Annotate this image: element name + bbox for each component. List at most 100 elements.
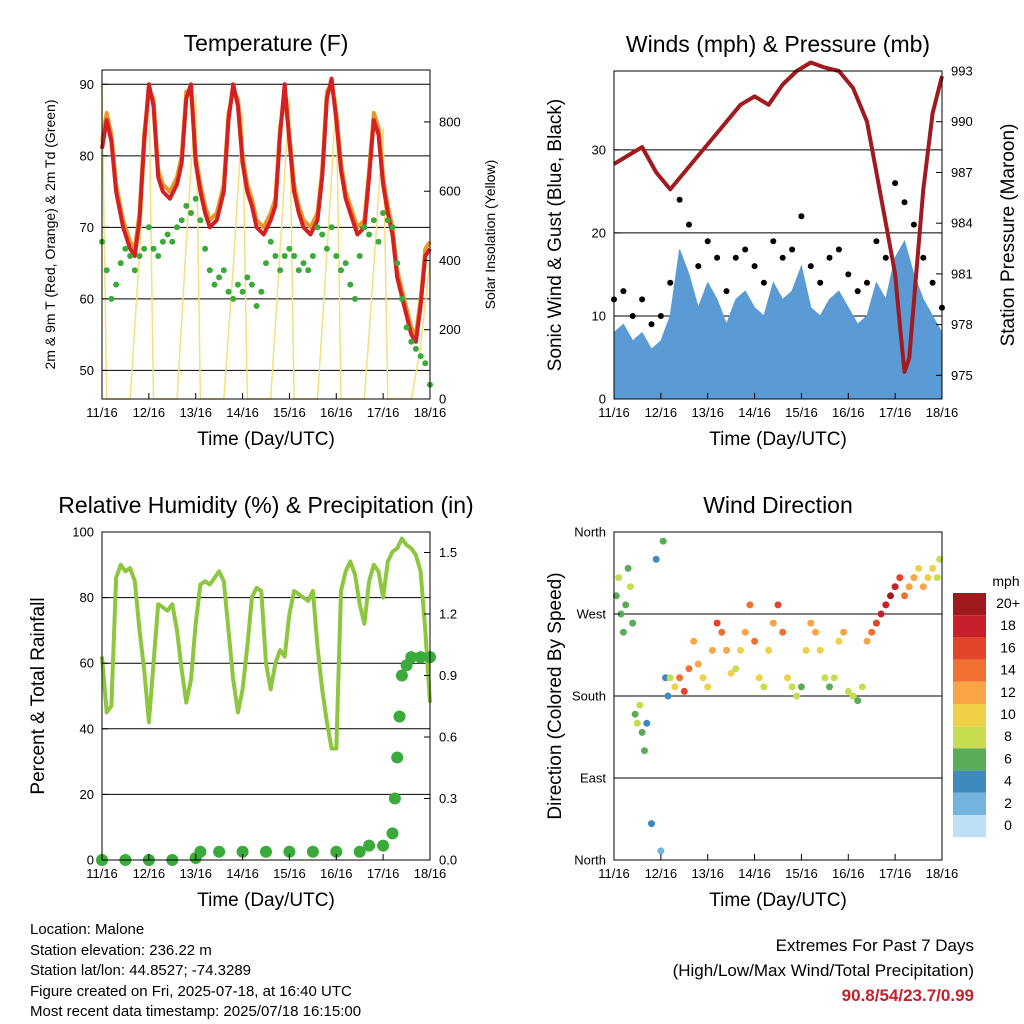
humidity-xtick-label: 12/16 — [133, 866, 166, 881]
humidity-series-point — [236, 845, 249, 858]
temperature-xtick-label: 11/16 — [86, 405, 118, 420]
direction-scatter-point — [933, 574, 941, 582]
direction-scatter-point — [807, 619, 815, 627]
humidity-xtick-label: 18/16 — [414, 866, 447, 881]
direction-xtick-label: 11/16 — [598, 866, 630, 881]
winds-xtick-label: 15/16 — [785, 405, 818, 420]
humidity-series-point — [306, 845, 319, 858]
temperature-series-point — [150, 245, 157, 252]
direction-scatter-point — [699, 674, 707, 682]
humidity-y2tick-label: 1.5 — [439, 545, 457, 560]
temperature-series-point — [352, 295, 358, 302]
temperature-series-point — [277, 267, 284, 274]
temperature-ylabel: 2m & 9m T (Red, Orange) & 2m Td (Green) — [42, 100, 58, 370]
temperature-xtick-label: 17/16 — [367, 405, 400, 420]
temperature-series-point — [258, 288, 265, 295]
winds-series-point — [620, 288, 627, 295]
temperature-series-point — [356, 253, 363, 259]
direction-scatter-point — [936, 555, 944, 563]
winds-xtick-label: 14/16 — [738, 405, 771, 420]
winds-series-point — [770, 238, 777, 245]
humidity-xtick-label: 13/16 — [179, 866, 212, 881]
humidity-series-point — [391, 751, 404, 764]
temperature-series-line-2 — [100, 76, 432, 344]
extremes-subtitle: (High/Low/Max Wind/Total Precipitation) — [672, 961, 974, 980]
direction-ytick-label: South — [572, 689, 606, 704]
direction-ytick-label: West — [577, 607, 607, 622]
direction-scatter-point — [629, 619, 637, 627]
direction-scatter-point — [723, 646, 730, 654]
legend-label: 14 — [1000, 662, 1016, 678]
humidity-y2tick-label: 0.0 — [439, 853, 457, 868]
direction-scatter-point — [659, 537, 667, 545]
direction-scatter-point — [617, 610, 625, 618]
legend-label: 2 — [1004, 795, 1012, 811]
humidity-series-point — [363, 839, 376, 852]
humidity-y2tick-label: 0.3 — [439, 791, 457, 806]
winds-series-point — [676, 196, 683, 203]
temperature-series-point — [108, 295, 115, 302]
direction-scatter-point — [901, 592, 908, 600]
temperature-series-point — [403, 324, 410, 331]
legend-swatch — [953, 681, 986, 704]
direction-scatter-point — [619, 628, 627, 636]
direction-scatter-point — [732, 665, 740, 673]
legend-title: mph — [992, 573, 1019, 589]
humidity-xtick-label: 15/16 — [273, 866, 306, 881]
direction-xtick-label: 14/16 — [738, 866, 771, 881]
temperature-y2tick-label: 200 — [439, 322, 461, 337]
direction-scatter-point — [816, 646, 824, 654]
direction-scatter-point — [622, 601, 630, 609]
humidity-series-point — [377, 839, 390, 852]
direction-scatter-point — [783, 674, 791, 682]
humidity-series-point — [213, 845, 226, 858]
humidity-series-point — [393, 710, 406, 723]
direction-xtick-label: 18/16 — [926, 866, 959, 881]
legend-label: 8 — [1004, 728, 1012, 744]
direction-scatter-point — [737, 646, 744, 654]
winds-ytick-label: 20 — [592, 225, 606, 240]
legend-label: 20+ — [996, 595, 1020, 611]
winds-series-point — [910, 221, 917, 228]
temperature-series-point — [338, 267, 344, 274]
winds-series-point — [695, 263, 702, 270]
direction-scatter-point — [891, 583, 899, 591]
winds-series-point — [723, 288, 730, 295]
temperature-xtick-label: 15/16 — [273, 405, 306, 420]
legend-swatch — [953, 726, 986, 749]
humidity-ytick-label: 40 — [80, 721, 94, 736]
temperature-series-point — [375, 238, 382, 245]
temperature-series-point — [183, 202, 190, 209]
legend-swatch — [953, 748, 986, 771]
temperature-series-point — [206, 267, 213, 274]
winds-series-point — [798, 213, 805, 220]
winds-xtick-label: 11/16 — [598, 405, 630, 420]
direction-scatter-point — [657, 847, 665, 855]
temperature-series-point — [244, 274, 251, 281]
direction-scatter-point — [631, 710, 639, 718]
direction-xlabel: Time (Day/UTC) — [709, 890, 847, 911]
temperature-series-point — [267, 238, 274, 245]
humidity-series-point — [386, 827, 399, 840]
winds-series-point — [639, 296, 646, 303]
direction-scatter-point — [905, 583, 913, 591]
winds-xtick-label: 18/16 — [926, 405, 959, 420]
direction-scatter-point — [919, 583, 927, 591]
humidity-title: Relative Humidity (%) & Precipitation (i… — [58, 492, 473, 518]
winds-series-point — [892, 180, 899, 187]
humidity-series-line-0 — [100, 536, 432, 751]
legend-label: 6 — [1004, 750, 1012, 766]
temperature-ytick-label: 50 — [80, 363, 94, 378]
direction-scatter-point — [760, 683, 768, 691]
temperature-series-point — [394, 260, 401, 267]
winds-series-point — [835, 246, 842, 253]
temperature-series-point — [263, 260, 269, 267]
temperature-series-point — [127, 253, 134, 259]
winds-series-point — [732, 254, 739, 261]
temperature-xtick-label: 14/16 — [226, 405, 259, 420]
humidity-series-point — [405, 651, 418, 664]
winds-series-point — [845, 271, 852, 278]
temperature-series-point — [113, 281, 120, 288]
winds-series-point — [760, 279, 767, 286]
legend-swatch — [953, 815, 986, 838]
